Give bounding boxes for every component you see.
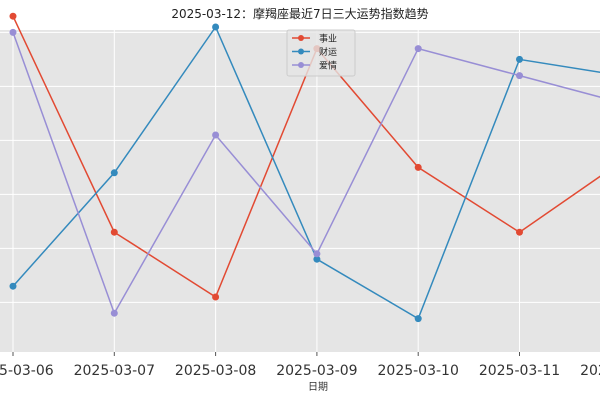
legend-marker xyxy=(298,35,304,41)
x-tick-label: 2025-03-10 xyxy=(378,363,459,379)
data-point xyxy=(313,255,321,263)
legend-label: 财运 xyxy=(319,46,337,58)
plot-background xyxy=(0,30,600,352)
chart-title: 2025-03-12：摩羯座最近7日三大运势指数趋势 xyxy=(171,6,428,21)
data-point xyxy=(212,131,220,139)
legend-marker xyxy=(298,62,304,68)
data-point xyxy=(110,228,118,236)
data-point xyxy=(516,72,523,80)
data-point xyxy=(9,28,17,36)
data-point xyxy=(110,169,118,177)
data-point xyxy=(414,315,422,323)
x-tick-label: 2025-03-06 xyxy=(0,363,54,379)
data-point xyxy=(9,282,17,290)
legend-label: 爱情 xyxy=(319,60,337,72)
grid-lines xyxy=(0,30,600,352)
data-point xyxy=(110,309,118,317)
legend-label: 事业 xyxy=(319,33,337,45)
legend-marker xyxy=(298,48,304,55)
x-tick-label: 2025-03-11 xyxy=(479,363,560,379)
x-tick-label: 2025-03-07 xyxy=(74,363,155,379)
x-tick-label: 2025-03-12 xyxy=(580,363,600,379)
data-point xyxy=(516,228,523,236)
data-point xyxy=(414,45,422,53)
x-tick-label: 2025-03-08 xyxy=(175,363,256,379)
x-tick-label: 2025-03-09 xyxy=(276,363,357,379)
data-point xyxy=(212,293,220,301)
x-tick-labels: 2025-03-06 2025-03-07 2025-03-08 2025-03-09… xyxy=(0,352,600,379)
data-point xyxy=(313,250,321,258)
data-point xyxy=(9,12,17,20)
data-point xyxy=(212,23,220,31)
data-point xyxy=(516,55,523,63)
data-point xyxy=(414,163,422,171)
x-axis-label: 日期 xyxy=(308,381,328,393)
